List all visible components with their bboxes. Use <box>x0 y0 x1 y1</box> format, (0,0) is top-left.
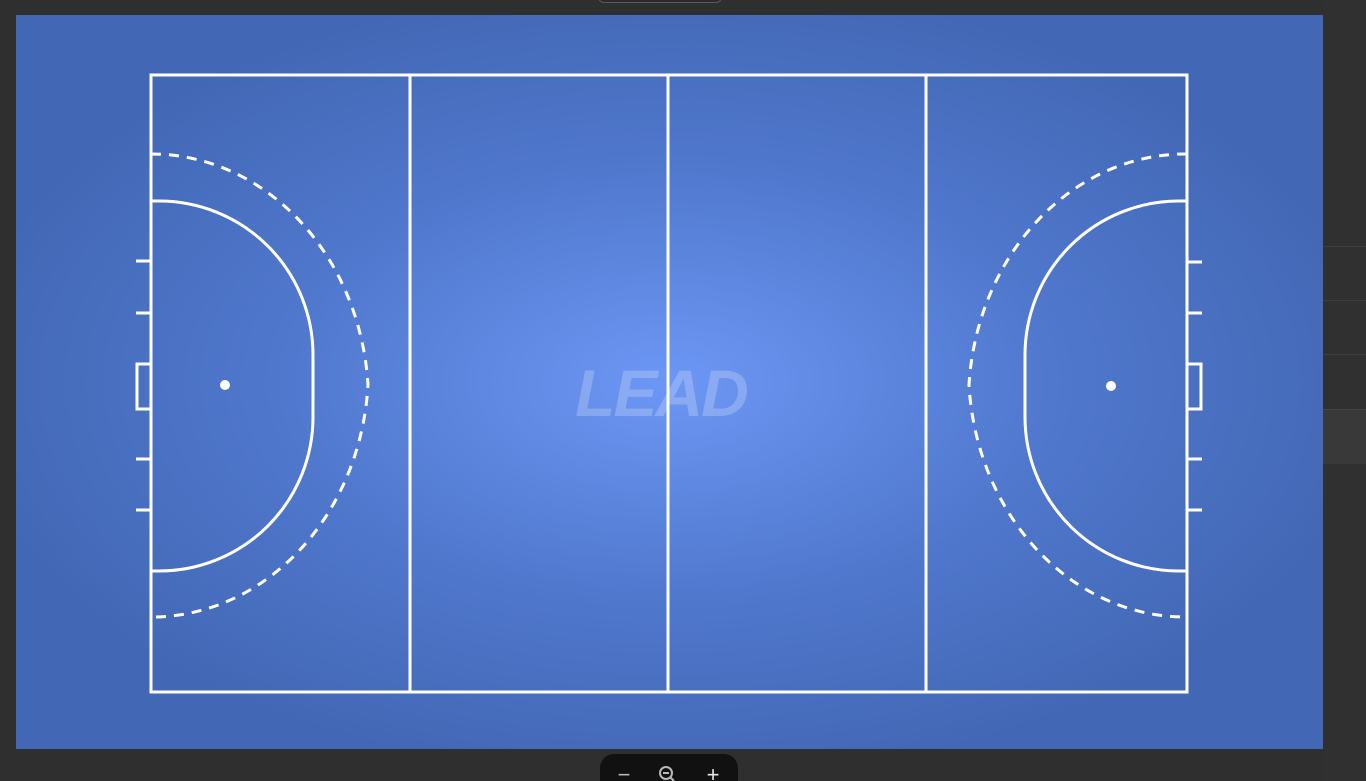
right-side-panel <box>1323 0 1366 781</box>
right-penalty-spot <box>1106 381 1116 391</box>
top-toolbar-handle[interactable] <box>598 0 722 3</box>
zoom-reset-icon <box>659 766 675 781</box>
left-penalty-spot <box>220 380 230 390</box>
zoom-in-button[interactable]: + <box>706 762 720 781</box>
watermark-logo: LEAD <box>575 356 747 430</box>
panel-row[interactable] <box>1323 246 1366 301</box>
panel-row[interactable] <box>1323 354 1366 410</box>
pitch-canvas[interactable]: LEAD <box>16 15 1323 749</box>
zoom-reset-button[interactable] <box>652 760 682 781</box>
right-goal <box>1185 362 1203 411</box>
right-dashed-circle <box>967 152 1188 619</box>
zoom-out-button[interactable]: − <box>617 762 631 781</box>
pitch-lines <box>135 73 1203 694</box>
left-shooting-circle <box>151 199 315 573</box>
panel-row[interactable] <box>1323 300 1366 355</box>
panel-row-selected[interactable] <box>1323 409 1366 464</box>
right-shooting-circle <box>1023 199 1187 573</box>
zoom-controls: − + <box>600 754 738 781</box>
hockey-pitch: LEAD <box>16 15 1323 749</box>
left-goal <box>135 362 153 411</box>
left-dashed-circle <box>150 152 370 619</box>
